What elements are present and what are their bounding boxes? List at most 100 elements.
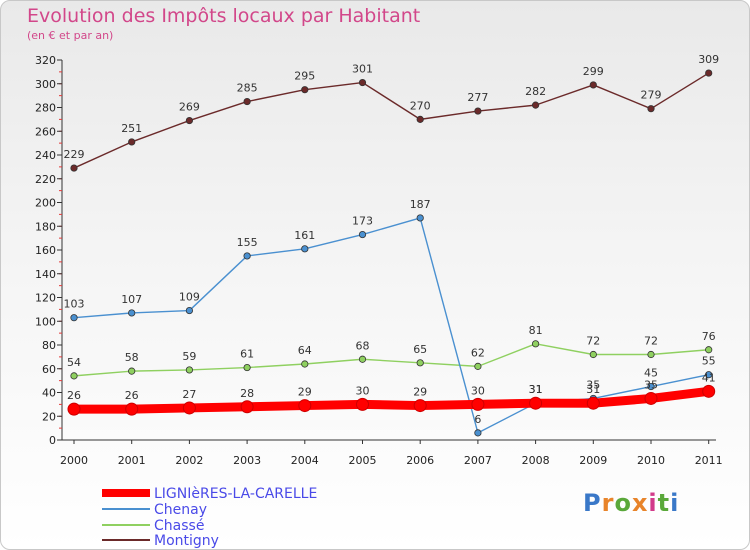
data-label: 28 [240, 387, 254, 400]
data-point [301, 245, 309, 253]
data-label: 270 [410, 99, 431, 112]
data-point [705, 346, 713, 354]
data-label: 81 [529, 324, 543, 337]
data-point [243, 252, 251, 260]
y-tick-label: 100 [35, 315, 56, 328]
y-tick-label: 120 [35, 292, 56, 305]
y-tick-label: 0 [49, 434, 56, 447]
data-label: 35 [586, 378, 600, 391]
data-label: 31 [529, 383, 543, 396]
legend-entry: Chassé [154, 518, 204, 534]
data-point [589, 350, 597, 359]
data-point [705, 371, 713, 379]
data-label: 61 [240, 348, 254, 361]
data-point [644, 391, 658, 405]
data-point [243, 97, 251, 106]
data-label: 173 [352, 215, 373, 228]
data-label: 31 [586, 383, 600, 396]
data-label: 55 [702, 355, 716, 368]
data-point [413, 399, 427, 413]
data-label: 45 [644, 367, 658, 380]
data-point [358, 230, 367, 239]
series-line-0 [69, 386, 714, 414]
data-point [298, 399, 312, 413]
data-label: 269 [179, 101, 200, 114]
data-label: 26 [125, 389, 139, 402]
data-point [128, 367, 136, 375]
chart-subtitle: (en € et par an) [27, 29, 114, 42]
data-label: 62 [471, 346, 485, 359]
data-point [125, 402, 139, 416]
data-label: 295 [294, 70, 315, 83]
data-label: 65 [413, 343, 427, 356]
y-tick-label: 320 [35, 54, 56, 67]
y-tick-label: 180 [35, 220, 56, 233]
data-point [240, 400, 254, 414]
data-label: 64 [298, 344, 312, 357]
data-point [70, 372, 78, 380]
data-label: 54 [67, 356, 81, 369]
data-point [702, 384, 716, 398]
logo-letter: o [614, 489, 632, 517]
data-label: 41 [702, 371, 716, 384]
data-point [301, 86, 309, 94]
data-label: 155 [237, 236, 258, 249]
y-tick-label: 140 [35, 268, 56, 281]
data-label: 251 [121, 122, 142, 135]
data-point [185, 116, 193, 125]
data-point [705, 69, 713, 77]
y-tick-label: 40 [42, 387, 56, 400]
y-tick-label: 20 [42, 410, 56, 423]
data-point [647, 350, 655, 359]
data-label: 68 [356, 339, 370, 352]
data-label: 309 [698, 53, 719, 66]
data-point [416, 115, 424, 123]
data-label: 103 [64, 298, 85, 311]
data-label: 6 [474, 413, 481, 426]
data-point [70, 164, 78, 172]
data-point [185, 306, 193, 315]
data-label: 72 [586, 335, 600, 348]
x-tick-label: 2006 [406, 454, 434, 467]
proxiti-logo: Proxiti [583, 489, 679, 517]
data-label: 29 [413, 386, 427, 399]
y-tick-label: 80 [42, 339, 56, 352]
logo-letter: r [601, 489, 615, 517]
x-tick-label: 2008 [522, 454, 550, 467]
series-line-3 [73, 72, 710, 169]
data-point [358, 355, 367, 363]
data-point [301, 360, 309, 368]
y-tick-label: 300 [35, 78, 56, 91]
data-point [474, 429, 482, 437]
y-tick-label: 280 [35, 102, 56, 115]
x-tick-label: 2009 [579, 454, 607, 467]
data-point [647, 382, 655, 391]
data-point [185, 366, 193, 374]
data-point [531, 101, 540, 109]
logo-letter: i [648, 489, 658, 517]
x-tick-label: 2001 [118, 454, 146, 467]
data-point [586, 396, 600, 410]
data-point [67, 402, 81, 416]
data-label: 161 [294, 229, 315, 242]
data-point [416, 359, 424, 367]
data-label: 72 [644, 335, 658, 348]
data-label: 76 [702, 330, 716, 343]
data-label: 27 [182, 388, 196, 401]
series-line-2 [73, 343, 710, 377]
data-point [416, 214, 424, 222]
data-label: 299 [583, 65, 604, 78]
data-point [647, 105, 655, 113]
data-label: 229 [64, 148, 85, 161]
axes: 0 20 40 60 80 100 120 140 160 180 200 220 240 260 280 3… [35, 54, 723, 467]
x-tick-label: 2000 [60, 454, 88, 467]
data-label: 31 [529, 383, 543, 396]
x-tick-label: 2007 [464, 454, 492, 467]
data-point [356, 397, 369, 411]
data-labels: 229 251 269 285 295 301 270 277 282 299 279 309 54 58… [64, 53, 720, 426]
data-label: 277 [467, 91, 488, 104]
data-label: 107 [121, 293, 142, 306]
data-label: 35 [644, 378, 658, 391]
data-label: 109 [179, 291, 200, 304]
